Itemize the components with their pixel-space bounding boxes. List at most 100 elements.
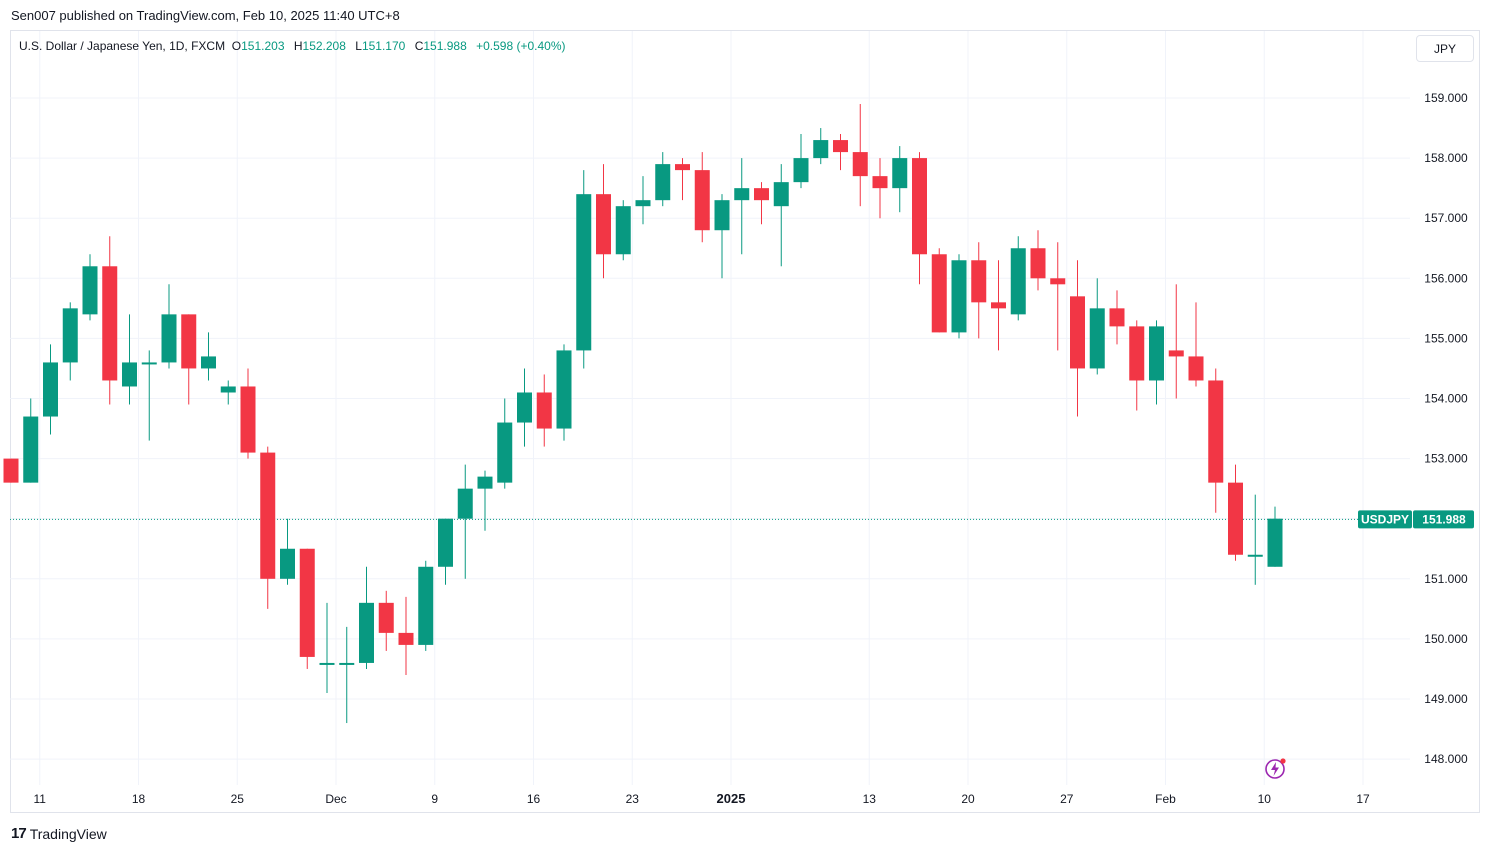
candle-body <box>398 632 414 645</box>
candle-body <box>418 566 434 645</box>
candle-body <box>319 662 335 665</box>
candle-body <box>813 140 829 159</box>
candle-body <box>141 362 157 365</box>
price-tick-label: 156.000 <box>1424 271 1468 285</box>
candle-body <box>754 188 769 201</box>
candle <box>319 602 335 693</box>
candle-body <box>1030 248 1046 279</box>
candle-body <box>1267 518 1283 567</box>
legend-high-label: H <box>293 39 303 53</box>
candle <box>1109 290 1125 345</box>
candle-body <box>1188 356 1204 381</box>
price-tick-label: 157.000 <box>1424 211 1468 225</box>
candle <box>1129 320 1145 411</box>
candle <box>536 374 552 447</box>
candle <box>872 158 888 219</box>
tradingview-logo[interactable]: 17 TradingView <box>11 825 107 842</box>
candle-body <box>62 308 78 363</box>
candle-body <box>1149 326 1164 381</box>
candle <box>1089 278 1105 375</box>
candle <box>438 518 453 585</box>
candle-body <box>339 662 355 665</box>
price-tick-label: 159.000 <box>1424 91 1468 105</box>
time-tick-label: 10 <box>1258 792 1272 806</box>
candle-body <box>991 302 1006 309</box>
candle-body <box>1228 482 1243 555</box>
candle <box>1267 506 1283 567</box>
time-tick-label: 2025 <box>717 791 746 806</box>
candle <box>62 302 78 381</box>
publisher-line: Sen007 published on TradingView.com, Feb… <box>11 8 400 23</box>
time-axis: 11 18 25 Dec 9 16 23 2025 13 20 27 Feb 10 17 <box>34 791 1370 806</box>
candle-body <box>793 158 809 183</box>
candle <box>181 314 197 405</box>
candle <box>220 380 236 405</box>
time-tick-label: Dec <box>325 792 346 806</box>
candle <box>23 398 39 483</box>
candle <box>1208 368 1224 513</box>
candle-body <box>23 416 39 483</box>
candle <box>1070 260 1085 417</box>
price-tick-label: 150.000 <box>1424 632 1468 646</box>
candle <box>1030 230 1046 291</box>
candle-body <box>1109 308 1125 327</box>
candle <box>754 182 769 225</box>
candle <box>971 242 987 339</box>
candle <box>418 560 434 651</box>
tradingview-brand-label: TradingView <box>29 825 107 842</box>
candle <box>714 194 730 279</box>
currency-button[interactable]: JPY <box>1416 35 1474 62</box>
price-tick-label: 155.000 <box>1424 331 1468 345</box>
price-axis: 159.000 158.000 157.000 156.000 155.000 154.0… <box>1424 91 1468 766</box>
candle <box>793 134 809 189</box>
candle-body <box>1247 554 1263 557</box>
candle-body <box>912 158 927 255</box>
candle <box>773 164 789 267</box>
candle-body <box>102 266 118 381</box>
candle-body <box>635 200 651 207</box>
lightning-bolt-icon[interactable] <box>1265 757 1287 779</box>
candle-body <box>43 362 58 417</box>
candle <box>3 458 19 483</box>
price-tag-label: 151.988 <box>1422 512 1466 526</box>
legend-high-value: 152.208 <box>302 39 346 53</box>
candle <box>635 176 651 225</box>
candle-body <box>122 362 137 387</box>
candle <box>477 470 493 531</box>
candle-body <box>240 386 256 453</box>
candle <box>1247 494 1263 585</box>
candle-body <box>3 458 19 483</box>
candle-body <box>931 254 947 333</box>
candle <box>240 368 256 459</box>
candle-body <box>1089 308 1105 369</box>
candle <box>1010 236 1026 321</box>
legend-change-value: +0.598 (+0.40%) <box>476 39 566 53</box>
candle <box>655 152 671 207</box>
candle-body <box>438 518 453 567</box>
candle-body <box>1168 350 1184 357</box>
candle-body <box>1208 380 1224 483</box>
candle <box>517 368 532 447</box>
time-tick-label: 25 <box>231 792 245 806</box>
time-tick-label: 13 <box>863 792 877 806</box>
candle-body <box>457 488 473 519</box>
candle <box>1188 302 1204 387</box>
candle <box>951 254 967 339</box>
candle-body <box>773 182 789 207</box>
candle-body <box>615 206 631 255</box>
chart-frame <box>10 30 1480 813</box>
candle-body <box>220 386 236 393</box>
candle <box>201 332 216 381</box>
candle <box>141 350 157 441</box>
candle-body <box>833 140 848 153</box>
candle <box>43 344 58 435</box>
candle <box>497 398 513 489</box>
legend-low-label: L <box>355 39 362 53</box>
candle <box>1168 284 1184 399</box>
candle-body <box>872 176 888 189</box>
candle-body <box>299 548 315 657</box>
candle-body <box>181 314 197 369</box>
candle-body <box>556 350 572 429</box>
candle <box>339 626 355 724</box>
